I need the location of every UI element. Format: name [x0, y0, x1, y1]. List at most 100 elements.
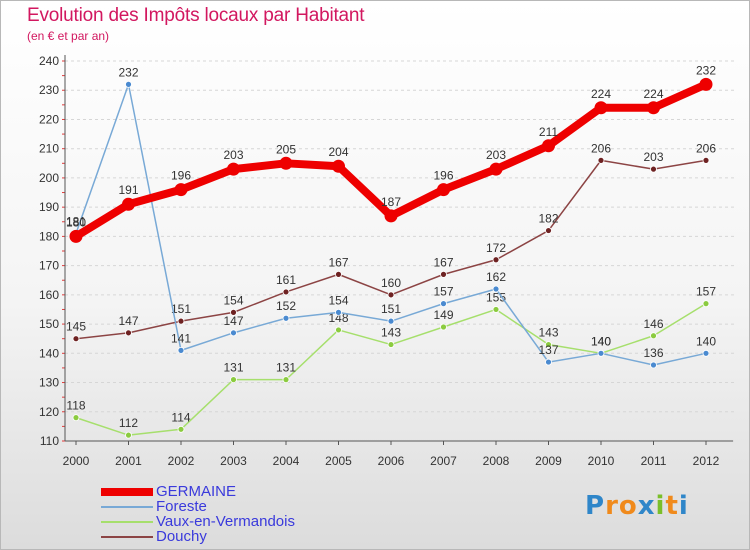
data-point-vaux-en-vermandois	[440, 323, 447, 331]
data-label-foreste: 162	[486, 270, 506, 284]
data-label-vaux-en-vermandois: 148	[328, 311, 348, 325]
data-label-vaux-en-vermandois: 155	[486, 290, 506, 304]
data-label-germaine: 204	[328, 145, 348, 159]
data-label-vaux-en-vermandois: 118	[66, 399, 85, 413]
legend-label-foreste: Foreste	[156, 498, 207, 515]
data-label-germaine: 211	[539, 125, 558, 139]
data-point-foreste	[282, 314, 290, 322]
chart-subtitle: (en € et par an)	[27, 29, 110, 43]
y-tick-label: 140	[39, 346, 59, 360]
data-label-douchy: 161	[276, 273, 296, 287]
y-tick-label: 130	[39, 376, 59, 390]
data-point-douchy	[177, 317, 185, 325]
data-label-foreste: 140	[696, 334, 716, 348]
data-label-germaine: 232	[696, 63, 716, 77]
data-point-germaine	[227, 162, 240, 176]
data-point-foreste	[177, 346, 185, 354]
y-tick-label: 190	[39, 200, 59, 214]
data-label-germaine: 196	[433, 169, 453, 183]
data-label-germaine: 224	[643, 87, 663, 101]
data-point-douchy	[650, 165, 657, 173]
data-label-foreste: 232	[118, 65, 138, 79]
legend-swatch-douchy	[101, 536, 153, 538]
x-tick-label: 2007	[430, 454, 457, 468]
data-label-douchy: 206	[696, 141, 716, 155]
y-tick-label: 180	[39, 229, 59, 243]
y-tick-label: 200	[39, 171, 59, 185]
data-point-vaux-en-vermandois	[702, 300, 710, 308]
data-label-douchy: 172	[486, 241, 506, 255]
data-label-foreste: 136	[643, 346, 663, 360]
data-label-douchy: 160	[381, 276, 401, 290]
data-point-germaine	[594, 101, 608, 115]
data-point-vaux-en-vermandois	[335, 326, 342, 334]
x-tick-label: 2005	[325, 454, 352, 468]
data-point-germaine	[174, 183, 188, 197]
data-point-germaine	[69, 229, 83, 243]
data-point-vaux-en-vermandois	[177, 425, 185, 433]
y-tick-label: 150	[39, 317, 59, 331]
data-point-foreste	[125, 80, 132, 88]
data-point-douchy	[72, 335, 80, 343]
data-label-douchy: 145	[66, 320, 86, 334]
data-point-germaine	[437, 183, 450, 197]
data-label-germaine: 191	[118, 183, 138, 197]
data-label-foreste: 151	[381, 302, 401, 316]
data-point-germaine	[489, 162, 503, 176]
y-tick-label: 120	[39, 405, 59, 419]
data-point-vaux-en-vermandois	[282, 376, 290, 384]
data-label-foreste: 157	[433, 285, 453, 299]
legend-swatch-foreste	[101, 506, 153, 508]
data-point-douchy	[492, 256, 500, 264]
data-point-foreste	[440, 300, 447, 308]
data-point-vaux-en-vermandois	[492, 306, 500, 313]
data-label-douchy: 167	[328, 255, 348, 269]
data-point-vaux-en-vermandois	[72, 414, 80, 422]
legend-swatch-vaux-en-vermandois	[101, 521, 153, 523]
data-point-foreste	[597, 349, 605, 357]
data-label-foreste: 147	[223, 314, 243, 328]
y-tick-label: 230	[39, 83, 59, 97]
data-label-foreste: 181	[66, 214, 86, 228]
data-point-germaine	[279, 156, 293, 170]
y-tick-label: 170	[39, 259, 59, 273]
x-tick-label: 2008	[483, 454, 510, 468]
logo-letter: t	[665, 491, 679, 521]
data-point-germaine	[542, 139, 555, 153]
data-label-douchy: 147	[118, 314, 138, 328]
data-label-vaux-en-vermandois: 131	[276, 361, 296, 375]
legend-label-vaux-en-vermandois: Vaux-en-Vermandois	[156, 513, 295, 530]
x-tick-label: 2011	[641, 454, 667, 468]
data-point-douchy	[545, 227, 552, 234]
data-label-germaine: 203	[223, 148, 243, 162]
x-tick-label: 2003	[220, 454, 247, 468]
y-tick-label: 110	[40, 434, 59, 448]
data-point-douchy	[387, 291, 395, 299]
legend-label-douchy: Douchy	[156, 528, 207, 545]
data-label-douchy: 206	[591, 141, 611, 155]
data-point-germaine	[647, 101, 660, 115]
y-tick-label: 220	[39, 112, 59, 126]
data-label-vaux-en-vermandois: 143	[538, 326, 558, 340]
data-point-germaine	[332, 159, 345, 173]
data-label-foreste: 154	[328, 293, 348, 307]
x-tick-label: 2001	[115, 454, 142, 468]
data-point-germaine	[384, 209, 398, 223]
data-label-foreste: 141	[171, 331, 191, 345]
data-point-foreste	[545, 358, 552, 366]
data-point-foreste	[702, 349, 710, 357]
x-tick-label: 2010	[588, 454, 615, 468]
data-label-germaine: 203	[486, 148, 506, 162]
x-tick-label: 2009	[535, 454, 562, 468]
legend-swatch-germaine	[101, 488, 153, 496]
data-label-vaux-en-vermandois: 149	[433, 308, 453, 322]
y-tick-label: 210	[39, 142, 59, 156]
x-tick-label: 2004	[273, 454, 300, 468]
data-label-douchy: 167	[433, 255, 453, 269]
data-label-vaux-en-vermandois: 143	[381, 326, 401, 340]
logo-letter: P	[585, 491, 606, 521]
chart-title: Evolution des Impôts locaux par Habitant	[27, 5, 365, 26]
logo-letter: i	[655, 491, 666, 521]
